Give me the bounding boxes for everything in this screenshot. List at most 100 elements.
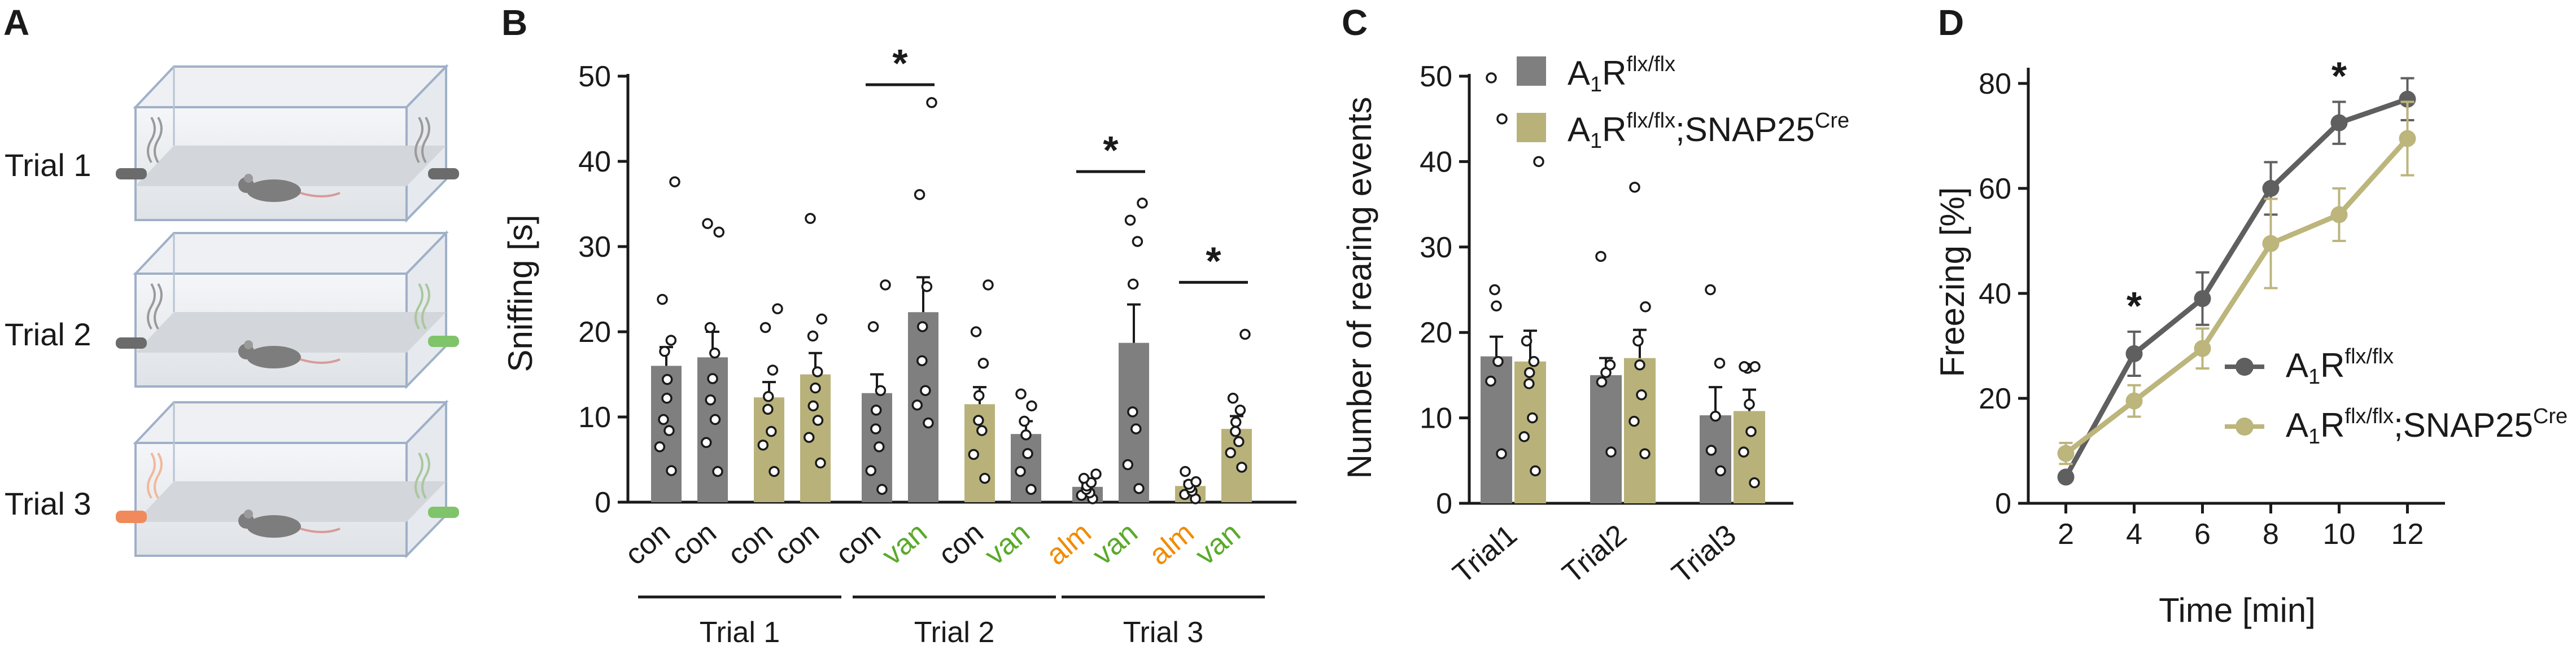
data-point [968, 449, 980, 460]
data-point [2330, 114, 2348, 131]
y-tick-label: 50 [1420, 60, 1452, 93]
data-point [804, 432, 815, 443]
data-point [1604, 359, 1616, 371]
data-point [1745, 426, 1757, 437]
data-point [1227, 393, 1239, 404]
x-tick-label: con [665, 516, 723, 572]
x-tick-label: Trial1 [1447, 519, 1523, 590]
x-tick-label: 8 [2263, 518, 2279, 551]
data-point [1705, 284, 1716, 296]
data-point [2125, 345, 2143, 362]
data-point [923, 417, 934, 429]
data-point [973, 415, 984, 426]
data-point [875, 385, 887, 396]
data-point [976, 425, 988, 436]
data-point [2057, 445, 2075, 462]
data-point [1234, 405, 1246, 416]
y-tick-label: 0 [1436, 488, 1452, 520]
data-point [1239, 328, 1251, 340]
data-point [661, 374, 673, 385]
bar [1011, 434, 1041, 502]
data-point [1634, 359, 1645, 371]
data-point [1715, 465, 1726, 477]
data-point [1705, 445, 1717, 456]
data-point [921, 281, 933, 292]
trial-1-arena: Trial 1 [5, 64, 459, 223]
data-point [712, 465, 723, 477]
data-point [1236, 462, 1247, 473]
data-point [1486, 72, 1497, 84]
significance-star: * [892, 41, 908, 85]
data-point [766, 425, 777, 437]
data-point [1133, 483, 1145, 494]
data-point [867, 321, 879, 332]
data-point [812, 415, 824, 426]
data-point [865, 465, 877, 476]
panel-letter-a: A [3, 2, 29, 43]
data-point [1020, 429, 1032, 441]
x-tick-label: Trial3 [1666, 519, 1742, 590]
data-point [2125, 392, 2143, 410]
odor-swirl-icon [147, 116, 163, 164]
data-point [876, 484, 888, 495]
y-axis-title: Sniffing [s] [501, 214, 539, 372]
data-point [1090, 468, 1102, 480]
odor-port-right [428, 168, 459, 179]
data-point [1485, 375, 1496, 387]
mouse-icon [238, 510, 340, 538]
data-point [1492, 355, 1504, 367]
data-point [2399, 90, 2416, 108]
x-tick-label: 4 [2126, 518, 2142, 551]
data-point [772, 303, 783, 314]
data-point [701, 437, 712, 449]
b-group-labels: Trial 1 Trial 2 Trial 3 [638, 595, 1265, 649]
mouse-icon [238, 174, 340, 202]
data-point [1629, 182, 1640, 193]
data-point [666, 465, 677, 476]
odor-port-left [116, 511, 147, 523]
y-tick-label: 10 [1420, 402, 1452, 435]
x-tick-label: van [876, 516, 933, 572]
b-axes: 0 10 20 30 40 50 [578, 60, 1296, 519]
y-tick-label: 0 [1995, 488, 2011, 520]
y-axis-title: Freezing [%] [1933, 187, 1971, 377]
d-legend: A1Rflx/flx A1Rflx/flx;SNAP25Cre [2225, 345, 2568, 449]
data-point [916, 321, 928, 332]
group-label: Trial 3 [1123, 616, 1204, 649]
data-point [1019, 415, 1030, 427]
data-point [663, 425, 675, 436]
bar [1734, 411, 1765, 503]
bar [1624, 358, 1656, 503]
legend-label-cre: A1Rflx/flx;SNAP25Cre [1568, 109, 1849, 153]
data-point [1714, 357, 1726, 369]
data-point [1026, 400, 1037, 412]
data-point [707, 373, 718, 384]
data-point [807, 330, 819, 342]
data-point [1491, 300, 1502, 312]
mouse-icon [238, 340, 340, 368]
panel-letter-d: D [1938, 2, 1964, 43]
data-point [1605, 446, 1617, 458]
x-tick-label: 10 [2323, 518, 2356, 551]
x-axis-title: Time [min] [2159, 591, 2316, 629]
data-point [807, 400, 819, 412]
d-axes: 0 20 40 60 80 2 4 6 8 10 12 [1979, 68, 2445, 551]
series-line [2064, 137, 2409, 456]
data-point [657, 293, 668, 305]
bar [1481, 356, 1512, 503]
odor-swirl-icon [147, 283, 163, 330]
data-point [1190, 476, 1202, 488]
y-tick-label: 20 [578, 316, 611, 349]
legend-label-control: A1Rflx/flx [1568, 52, 1675, 96]
group-label: Trial 2 [914, 616, 995, 649]
trial-label: Trial 3 [5, 486, 91, 521]
data-point [1523, 367, 1535, 379]
y-axis-title: Number of rearing events [1341, 97, 1378, 479]
data-point [713, 226, 724, 238]
b-significance: * * * [866, 41, 1248, 284]
panel-a: A Trial 1 [3, 2, 459, 559]
data-point [870, 405, 882, 416]
data-point [874, 441, 885, 453]
data-point [916, 355, 928, 367]
